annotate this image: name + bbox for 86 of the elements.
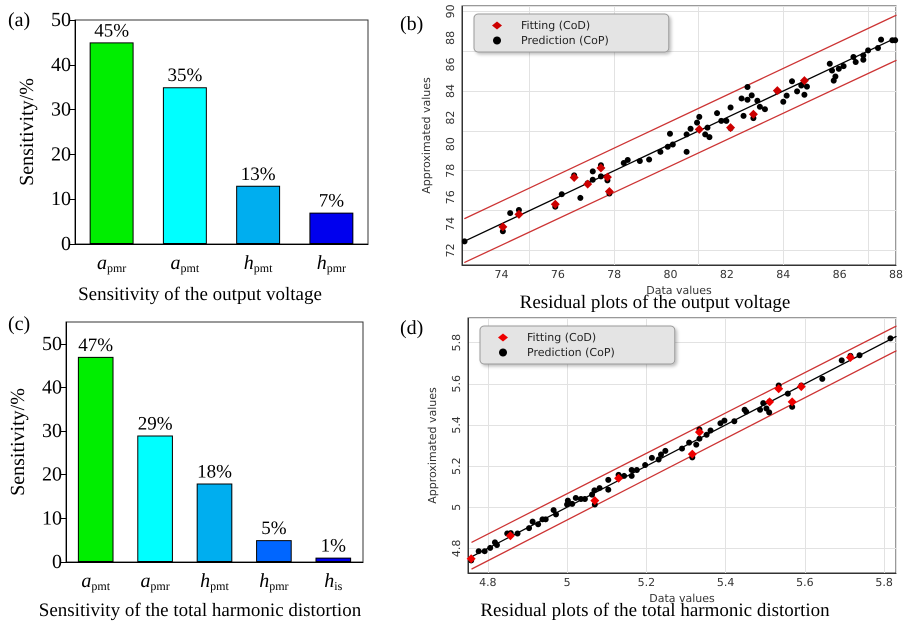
text: Sensitivity of the total harmonic distortion (38, 600, 362, 621)
legend-label: Prediction (CoP) (521, 34, 609, 47)
point (590, 496, 600, 506)
y-tick-label: 0 (61, 233, 71, 255)
data-label: 18% (197, 461, 232, 482)
y-tick-label: 40 (51, 54, 71, 76)
data-label: 7% (318, 190, 344, 212)
y-tick-label: 5.8 (450, 334, 463, 352)
y-tick-label: 5.6 (450, 375, 463, 393)
y-tick-label: 74 (444, 216, 457, 231)
y-tick-label: 84 (444, 84, 457, 98)
point (694, 124, 704, 134)
point (550, 200, 560, 209)
point (514, 210, 524, 219)
point (788, 397, 797, 406)
text: (b) (400, 13, 424, 35)
x-tick-label: 5.4 (716, 576, 734, 589)
y-tick-label: 76 (444, 190, 457, 204)
data-label: 13% (240, 164, 276, 185)
y-tick-label: 5.2 (450, 457, 463, 475)
y-tick-label: 4.8 (450, 540, 463, 558)
legend-label: Prediction (CoP) (527, 346, 615, 359)
y-tick-label: 20 (42, 464, 62, 486)
y-tick-label: 90 (444, 4, 457, 18)
x-tick-label: 78 (607, 268, 622, 281)
y-tick-label: 72 (444, 243, 457, 258)
point (583, 180, 592, 189)
point (570, 172, 579, 182)
data-label: 5% (261, 518, 287, 540)
y-tick-label: 88 (444, 30, 457, 45)
x-tick-label: 80 (664, 268, 678, 281)
x-tick-label: 74 (494, 268, 508, 281)
point (498, 222, 508, 232)
data-label: 35% (167, 65, 202, 86)
text: (c) (8, 313, 30, 335)
y-tick-label: 20 (51, 143, 71, 166)
x-tick-label: 86 (832, 268, 847, 281)
y-tick-label: 40 (42, 376, 62, 398)
x-tick-label: 5.6 (796, 576, 814, 589)
y-tick-label: 82 (444, 110, 457, 125)
point (596, 164, 606, 173)
y-tick-label: 50 (51, 9, 71, 31)
point (796, 382, 806, 392)
x-tick-label: 84 (776, 268, 790, 281)
y-tick-label: 5 (450, 504, 463, 511)
point (694, 428, 704, 437)
y-axis-title: Sensitivity/% (16, 78, 38, 186)
y-tick-label: 78 (444, 164, 457, 178)
y-tick-label: 50 (42, 332, 62, 355)
y-axis-title: Approximated values (420, 76, 433, 194)
x-tick-label: 5.8 (875, 576, 893, 589)
y-axis-title: Approximated values (426, 386, 439, 504)
point (748, 110, 758, 119)
text: Sensitivity of the output voltage (78, 284, 322, 305)
legend-label: Fitting (CoD) (521, 19, 590, 32)
point (774, 384, 784, 394)
point (846, 352, 855, 362)
y-tick-label: 86 (444, 57, 457, 72)
point (602, 172, 612, 182)
point (688, 450, 697, 459)
text: (d) (400, 317, 424, 339)
x-tick-label: 76 (550, 268, 565, 281)
point (604, 187, 614, 196)
data-label: 29% (138, 413, 173, 434)
point (800, 76, 809, 86)
x-tick-label: 5.2 (638, 576, 656, 589)
y-axis-title: Sensitivity/% (7, 388, 29, 496)
y-tick-label: 80 (444, 137, 457, 152)
x-tick-label: 82 (720, 268, 734, 281)
point (506, 531, 515, 540)
x-tick-label: 4.8 (479, 576, 497, 589)
data-label: 47% (78, 334, 114, 356)
point (614, 474, 624, 483)
data-label: 45% (94, 20, 130, 42)
y-tick-label: 10 (51, 188, 71, 210)
y-tick-label: 30 (42, 420, 62, 442)
y-tick-label: 5.4 (450, 416, 463, 434)
data-label: 1% (320, 536, 346, 557)
x-tick-label: 88 (889, 268, 903, 281)
y-tick-label: 0 (52, 551, 62, 573)
text: (a) (8, 9, 30, 31)
y-tick-label: 10 (42, 507, 62, 530)
x-tick-label: 5 (564, 576, 571, 589)
point (466, 554, 476, 564)
y-tick-label: 30 (51, 98, 71, 121)
legend-label: Fitting (CoD) (527, 331, 596, 344)
